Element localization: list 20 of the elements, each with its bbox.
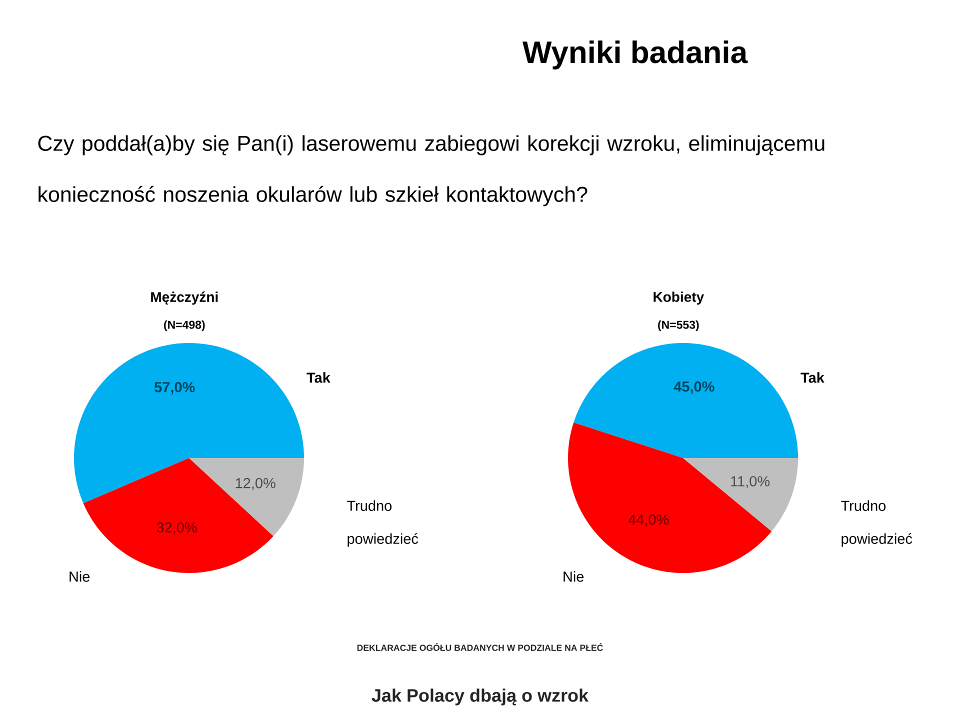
data-label: 12,0% xyxy=(236,478,276,490)
category-label: Trudno powiedzieć xyxy=(841,500,912,547)
chart-title: Kobiety xyxy=(654,292,704,305)
chart-title: Mężczyźni xyxy=(151,292,218,305)
data-label: 44,0% xyxy=(628,514,669,526)
data-label: 45,0% xyxy=(674,381,714,394)
chart-subtitle: (N=498) xyxy=(164,320,205,332)
slice-label: Nie xyxy=(70,571,90,582)
text: Wyniki badania xyxy=(522,40,748,70)
slice-label: Nie xyxy=(564,571,584,582)
chart-subtitle: (N=553) xyxy=(658,320,699,332)
data-label: 57,0% xyxy=(154,382,195,394)
data-label: 11,0% xyxy=(731,476,770,488)
slice-label: Tak xyxy=(800,372,824,383)
category-label: Trudno powiedzieć xyxy=(347,500,418,547)
slice-label: Tak xyxy=(306,372,330,383)
data-label: 32,0% xyxy=(156,522,197,534)
text: Jak Polacy dbają o wzrok xyxy=(372,688,589,706)
text: DEKLARACJE OGÓŁU BADANYCH W PODZIALE NA PŁEĆ xyxy=(357,643,603,651)
text: Czy poddał(a)by się Pan(i) laserowemu zabiegowi korekcji wzroku, eliminującemu konieczność noszenia okularów lub szkieł kontaktowych? xyxy=(38,135,824,206)
